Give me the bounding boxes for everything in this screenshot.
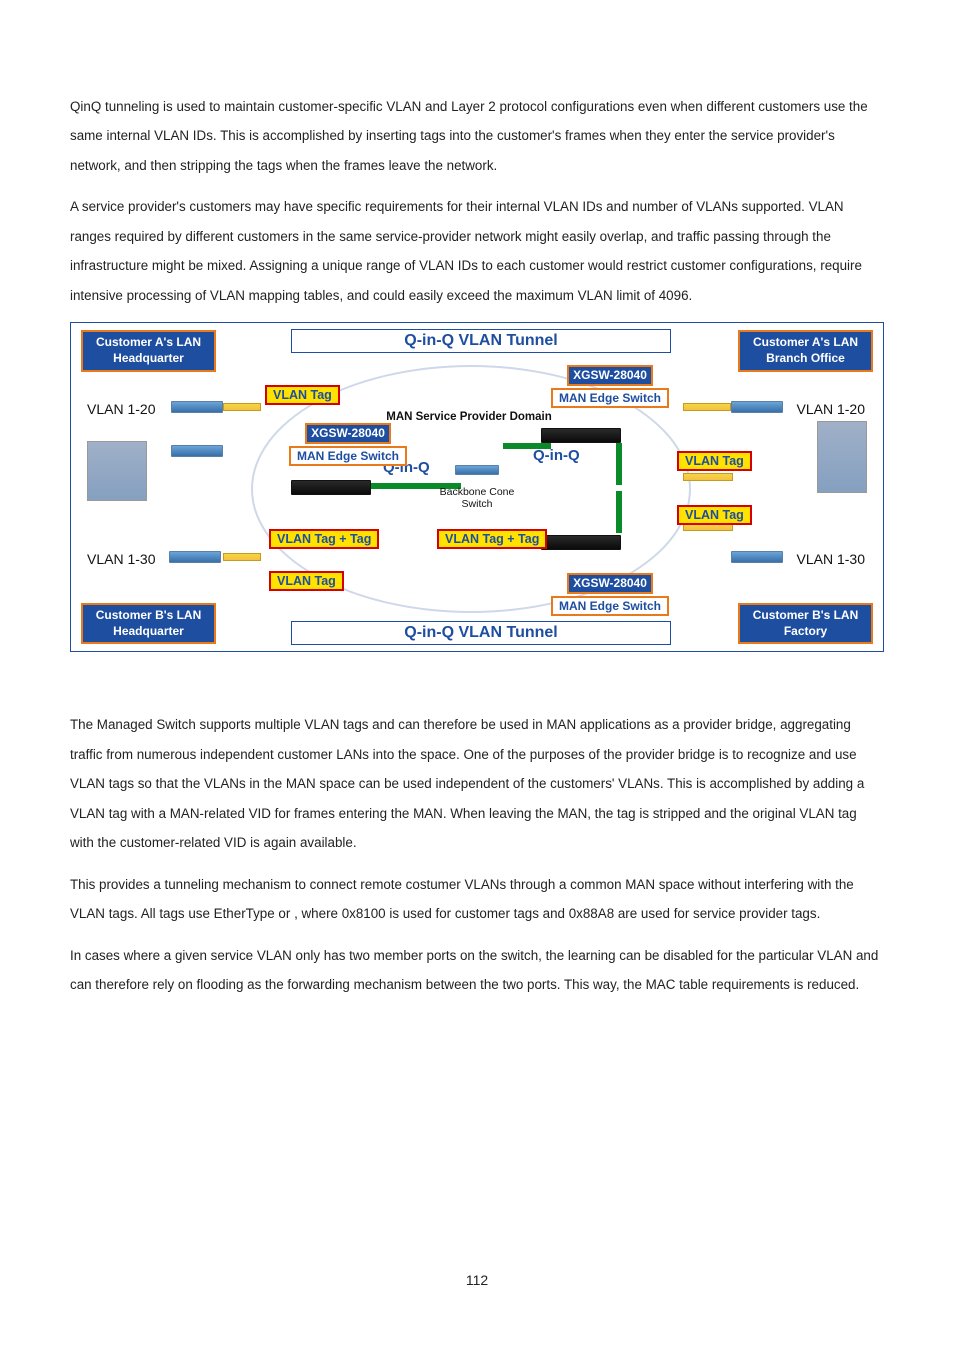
vlan-tag-box: VLAN Tag [677, 451, 752, 471]
customer-a-branch: Customer A's LAN Branch Office [738, 330, 873, 371]
vlan-tag-box: VLAN Tag [265, 385, 340, 405]
vlan-tag-box: VLAN Tag [677, 505, 752, 525]
paragraph-5: In cases where a given service VLAN only… [70, 941, 884, 1000]
xgsw-group-left: XGSW-28040 MAN Edge Switch [289, 423, 407, 466]
msp-domain-label: MAN Service Provider Domain [379, 411, 559, 423]
customer-b-factory: Customer B's LAN Factory [738, 603, 873, 644]
building-icon [87, 441, 147, 501]
edge-switch-icon [541, 428, 621, 443]
vlan-1-30-left: VLAN 1-30 [87, 551, 155, 567]
xgsw-label: XGSW-28040 [567, 573, 653, 593]
mes-label: MAN Edge Switch [551, 596, 669, 616]
building-icon [817, 421, 867, 493]
xgsw-group-bottom: XGSW-28040 MAN Edge Switch [551, 573, 669, 616]
switch-icon [171, 401, 223, 413]
paragraph-1: QinQ tunneling is used to maintain custo… [70, 92, 884, 180]
mes-label: MAN Edge Switch [551, 388, 669, 408]
arrow-icon [223, 403, 261, 411]
switch-icon [171, 445, 223, 457]
edge-switch-icon [541, 535, 621, 550]
switch-icon [731, 551, 783, 563]
mes-label: MAN Edge Switch [289, 446, 407, 466]
xgsw-group-top: XGSW-28040 MAN Edge Switch [551, 365, 669, 408]
paragraph-2: A service provider's customers may have … [70, 192, 884, 310]
vlan-1-20-left: VLAN 1-20 [87, 401, 155, 417]
paragraph-3: The Managed Switch supports multiple VLA… [70, 710, 884, 857]
diagram-title-top: Q-in-Q VLAN Tunnel [291, 329, 671, 353]
diagram-title-bottom: Q-in-Q VLAN Tunnel [291, 621, 671, 645]
xgsw-label: XGSW-28040 [567, 365, 653, 385]
arrow-icon [223, 553, 261, 561]
vlan-1-30-right: VLAN 1-30 [797, 551, 865, 567]
switch-icon [731, 401, 783, 413]
qinq-diagram: Q-in-Q VLAN Tunnel Q-in-Q VLAN Tunnel Cu… [70, 322, 884, 652]
vlan-tag-tag-box: VLAN Tag + Tag [437, 529, 547, 549]
customer-b-hq: Customer B's LAN Headquarter [81, 603, 216, 644]
vlan-1-20-right: VLAN 1-20 [797, 401, 865, 417]
arrow-icon [683, 473, 733, 481]
arrow-icon [683, 403, 731, 411]
p4-text-b: or [278, 906, 294, 921]
switch-icon [169, 551, 221, 563]
xgsw-label: XGSW-28040 [305, 423, 391, 443]
qinq-label: Q-in-Q [533, 447, 580, 464]
vlan-tag-tag-box: VLAN Tag + Tag [269, 529, 379, 549]
vlan-tag-box: VLAN Tag [269, 571, 344, 591]
backbone-label: Backbone Cone Switch [437, 487, 517, 510]
arrow-green-icon [616, 491, 622, 533]
paragraph-4: This provides a tunneling mechanism to c… [70, 870, 884, 929]
page-number: 112 [0, 1272, 954, 1288]
p3-text-b: space. One of the purposes of the provid… [70, 747, 864, 850]
customer-a-hq: Customer A's LAN Headquarter [81, 330, 216, 371]
edge-switch-icon [291, 480, 371, 495]
switch-icon [455, 465, 499, 475]
p4-text-c: , where 0x8100 is used for customer tags… [294, 906, 820, 921]
arrow-green-icon [616, 443, 622, 485]
